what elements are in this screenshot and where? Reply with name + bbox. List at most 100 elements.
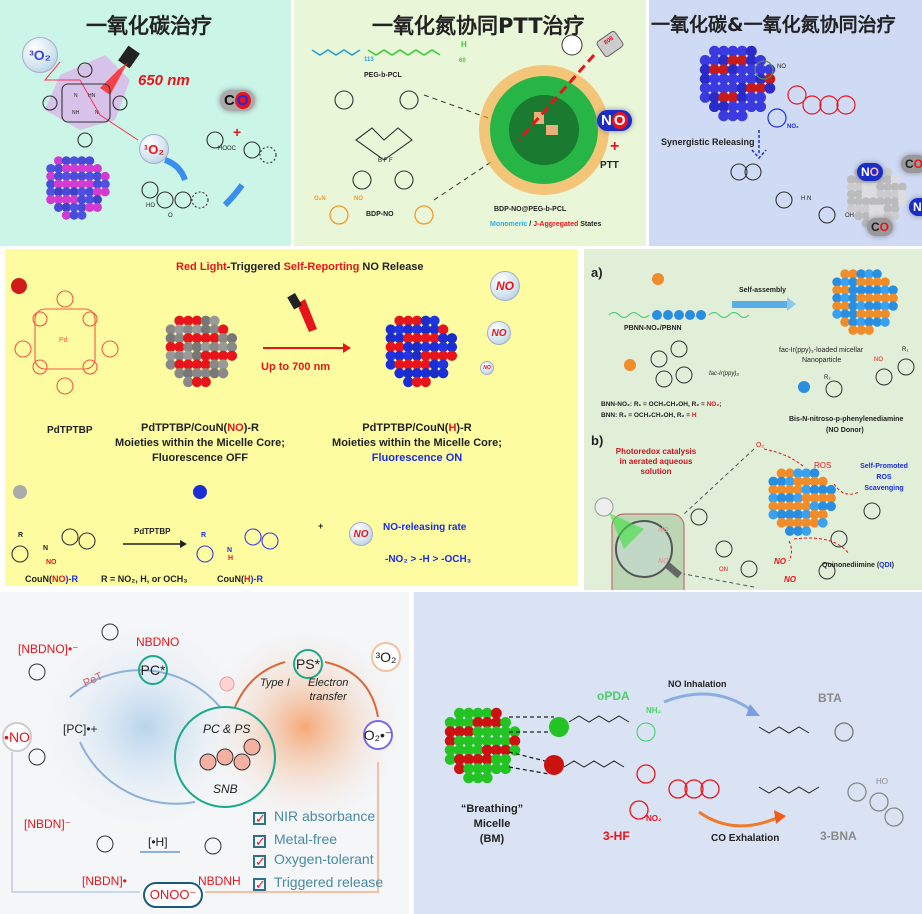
micelle-core-bead (411, 376, 423, 388)
micelle-core-bead (463, 735, 475, 747)
feature-label: Triggered release (274, 874, 384, 890)
panel-iridium-photoredox: a) b) PBNN-NO₂/PBNN fac-Ir(ppy)₃ Self-as… (584, 249, 922, 590)
micelle-core-bead (840, 309, 850, 319)
synergy-label: Synergistic Releasing (661, 137, 755, 147)
bnn-no2-def: BNN-NO₂: R₁ = OCH₂CH₂OH, R₂ = NO₂; (601, 401, 721, 408)
no-bubble-medium: NO (487, 321, 511, 345)
co-therapy-graphics (42, 45, 277, 220)
micelle-core-bead (174, 324, 185, 335)
micelle-core-bead (709, 64, 720, 76)
micelle-core-bead (61, 187, 71, 197)
panel-title: Red Light-Triggered Self-Reporting NO Re… (176, 261, 424, 273)
micelle-core-bead (165, 350, 176, 361)
micelle-core-bead (226, 341, 238, 353)
scavenging-label: Self-Promoted ROS Scavenging (854, 461, 914, 494)
micelle-core-bead (764, 82, 776, 94)
micelle-core-bead (883, 197, 892, 206)
atom-n2: N (95, 110, 99, 116)
micelle-core-bead (736, 64, 748, 76)
micelle-core-bead (411, 324, 423, 335)
co-exhalation-arrow (698, 810, 780, 828)
micelle-core-bead (444, 735, 456, 747)
atom-hn: HN (88, 93, 96, 99)
micelle-core-bead (61, 171, 71, 181)
label-a: a) (591, 265, 603, 280)
feature-label: Oxygen-tolerant (274, 851, 374, 867)
micelle-core-bead (183, 324, 194, 335)
micelle-core-bead (446, 350, 458, 361)
micelle-core-bead (784, 493, 795, 503)
scavenging-line1: Self-Promoted (860, 463, 908, 470)
no-inhalation-arrow (663, 692, 755, 714)
sub-113: 113 (364, 57, 374, 63)
micelle-core-bead (438, 324, 449, 335)
micelle-core-bead (490, 726, 502, 738)
green-light (609, 513, 644, 549)
micelle-core-bead (490, 735, 502, 747)
name-suffix: )-R (250, 574, 264, 584)
no-bubble-product: NO (349, 522, 373, 546)
zoom-line-2 (683, 573, 755, 588)
def-h: H (691, 412, 697, 419)
micelle-core-bead (745, 64, 757, 76)
bnn-def: BNN: R₁ = OCH₂CH₂OH, R₂ = H (601, 412, 697, 419)
micelle-core-bead (463, 772, 475, 784)
micelle-core-bead (883, 175, 892, 184)
feature-label: NIR absorbance (274, 808, 376, 824)
micelle-core-bead (861, 189, 871, 199)
micelle-core-bead (709, 82, 720, 94)
bf2-label: B F F (378, 158, 393, 164)
nbdno-radical-label: [NBDNO]•⁻ (18, 642, 79, 656)
micelle-core-bead (890, 204, 900, 213)
qdi-abbr: QDI (879, 562, 892, 569)
polymer-name: PEG-b-PCL (364, 72, 402, 79)
micelle-core-bead (85, 187, 95, 197)
on-caption: PdTPTBP/CouN(H)-R Moieties within the Mi… (317, 421, 517, 466)
micelle-core-bead (727, 55, 739, 66)
micelle-core-bead (709, 101, 720, 113)
micelle-core-bead (776, 493, 787, 503)
no-arrow-2 (793, 537, 850, 555)
def-text: BNN: R₁ = OCH₂CH₂OH, R₂ = (601, 412, 692, 419)
snb-graphics (11, 617, 409, 893)
micelle-core-bead (847, 204, 856, 213)
micelle-core-bead (856, 301, 866, 311)
co-exhalation-label: CO Exhalation (711, 833, 780, 844)
micelle-core-bead (481, 753, 493, 765)
atom-hooc: HOOC (218, 146, 236, 152)
micelle-core-bead (200, 350, 211, 361)
micelle-core-bead (463, 763, 475, 775)
micelle-core-bead (454, 726, 465, 738)
center-top-label: PC & PS (203, 722, 251, 736)
feature-triggered: ✓ Triggered release (253, 874, 383, 891)
micelle-core-bead (840, 301, 850, 311)
micelle-core-bead (85, 156, 95, 166)
micelle-fluorescence-on (385, 315, 458, 388)
no-inhalation-arrow-head (746, 704, 760, 716)
flavonol-structure (141, 131, 277, 209)
on-caption-line2: Moieties within the Micelle Core; (332, 437, 502, 449)
checkbox-icon: ✓ (253, 834, 266, 849)
micelle-core-bead (864, 325, 874, 335)
micelle-core-bead (183, 341, 194, 353)
rate-order: -NO₂ > -H > -OCH₃ (385, 554, 472, 565)
pd-atom: Pd (59, 337, 68, 344)
reaction-arrow-head (343, 343, 351, 353)
micelle-core-bead (183, 368, 194, 379)
carbon-atom: C (871, 220, 880, 234)
photoredox-line1: Photoredox catalysis (615, 447, 697, 456)
self-assembly-label: Self-assembly (739, 287, 787, 294)
micelle-core-bead (100, 179, 110, 189)
no-arrow-1 (788, 540, 792, 562)
micelle-core-bead (454, 753, 465, 765)
micelle-core-bead (385, 333, 396, 344)
micelle-core-bead (856, 277, 866, 287)
micelle-core-bead (92, 195, 102, 205)
caption-suffix: )-R (243, 422, 259, 434)
micelle-core-bead (100, 187, 110, 197)
nitrogen-atom: N (601, 112, 612, 129)
micelle-core-bead (92, 179, 102, 189)
